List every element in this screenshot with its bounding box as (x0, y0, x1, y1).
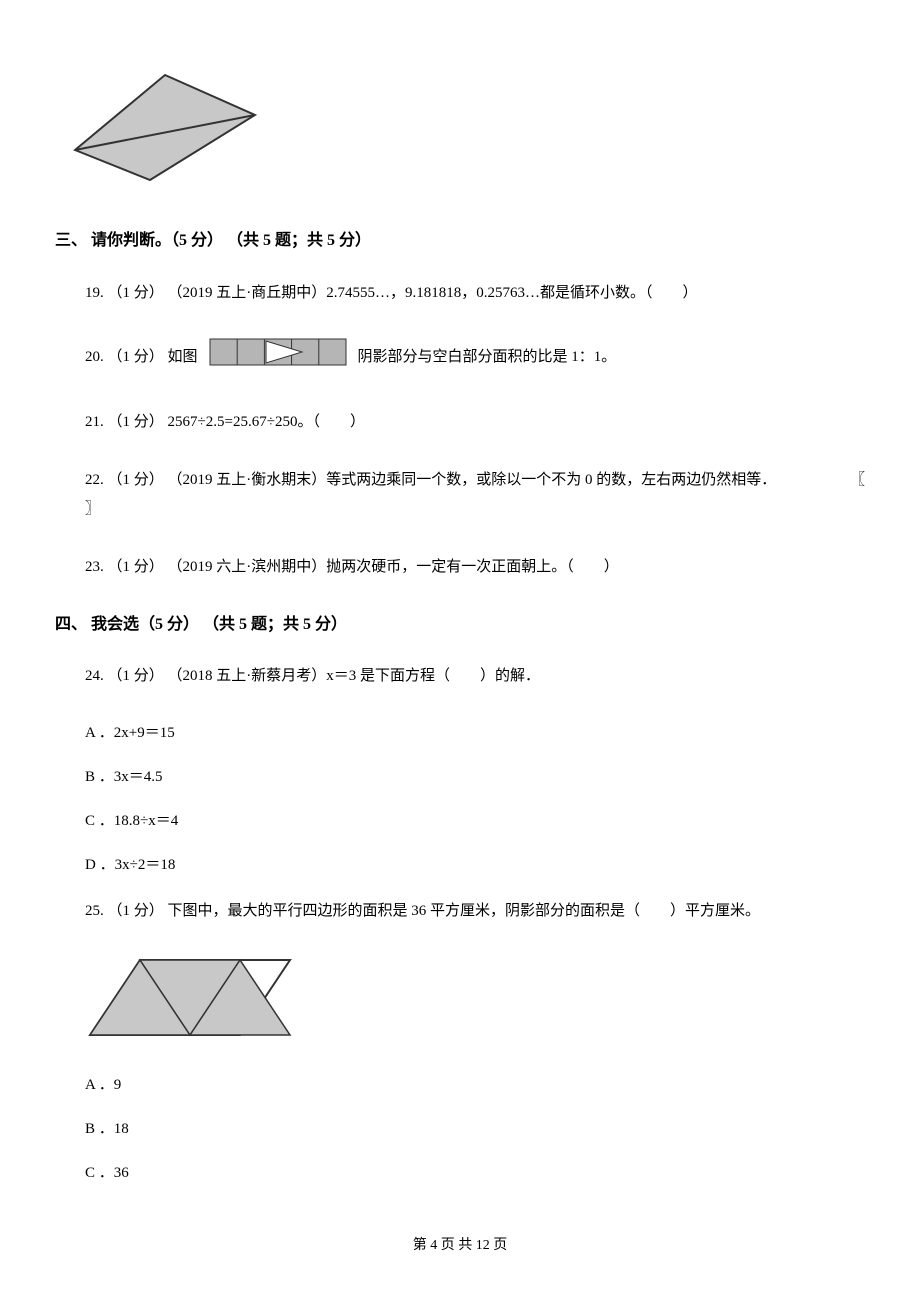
q25-prefix: 25. （1 分） (85, 903, 168, 919)
q25-option-b: B ．18 (85, 1117, 865, 1141)
parallelogram-svg (55, 60, 275, 190)
q24-option-b: B ．3x＝4.5 (85, 765, 865, 789)
question-24: 24. （1 分） （2018 五上·新蔡月考）x＝3 是下面方程（ ）的解． (85, 662, 865, 691)
page-footer: 第 4 页 共 12 页 (55, 1235, 865, 1257)
q24-option-d: D ．3x÷2＝18 (85, 853, 865, 877)
section-3-header: 三、 请你判断。（5 分） （共 5 题；共 5 分） (55, 228, 865, 254)
q23-text: 抛两次硬币，一定有一次正面朝上。（ ） (326, 559, 619, 575)
question-23: 23. （1 分） （2019 六上·滨州期中）抛两次硬币，一定有一次正面朝上。… (85, 553, 865, 582)
q20-prefix: 20. （1 分） 如图 (85, 343, 198, 372)
q25-option-a: A ．9 (85, 1073, 865, 1097)
q25-text: 下图中，最大的平行四边形的面积是 36 平方厘米，阴影部分的面积是（ ）平方厘米… (168, 903, 761, 919)
question-25: 25. （1 分） 下图中，最大的平行四边形的面积是 36 平方厘米，阴影部分的… (85, 897, 865, 926)
q20-grid-svg (208, 337, 348, 367)
q23-prefix: 23. （1 分） （2019 六上·滨州期中） (85, 559, 326, 575)
q24-option-a: A ．2x+9＝15 (85, 721, 865, 745)
q22-text: 等式两边乘同一个数，或除以一个不为 0 的数，左右两边仍然相等． (326, 472, 776, 488)
figure-parallelogram-top (55, 60, 865, 198)
section-4-header: 四、 我会选（5 分） （共 5 题；共 5 分） (55, 612, 865, 638)
q21-text: 2567÷2.5=25.67÷250。（ ） (168, 414, 365, 430)
q22-prefix: 22. （1 分） （2019 五上·衡水期末） (85, 472, 326, 488)
q19-text: 2.74555…，9.181818，0.25763…都是循环小数。（ ） (326, 285, 697, 301)
q21-prefix: 21. （1 分） (85, 414, 168, 430)
q19-prefix: 19. （1 分） （2019 五上·商丘期中） (85, 285, 326, 301)
question-19: 19. （1 分） （2019 五上·商丘期中）2.74555…，9.18181… (85, 279, 865, 308)
q25-figure (85, 955, 865, 1048)
question-22: 22. （1 分） （2019 五上·衡水期末）等式两边乘同一个数，或除以一个不… (85, 466, 865, 523)
q25-parallelogram-svg (85, 955, 295, 1040)
q24-prefix: 24. （1 分） （2018 五上·新蔡月考） (85, 668, 326, 684)
q24-option-c: C ．18.8÷x＝4 (85, 809, 865, 833)
q24-text: x＝3 是下面方程（ ）的解． (326, 668, 540, 684)
q25-option-c: C ．36 (85, 1161, 865, 1185)
q22-bracket-close: 〗 (85, 501, 100, 517)
q20-suffix: 阴影部分与空白部分面积的比是 1：1。 (358, 343, 617, 372)
q20-diagram (208, 337, 348, 378)
question-20: 20. （1 分） 如图 阴影部分与空白部分面积的比是 1：1。 (85, 337, 865, 378)
q22-bracket-open: 〖 (850, 466, 865, 495)
question-21: 21. （1 分） 2567÷2.5=25.67÷250。（ ） (85, 408, 865, 437)
